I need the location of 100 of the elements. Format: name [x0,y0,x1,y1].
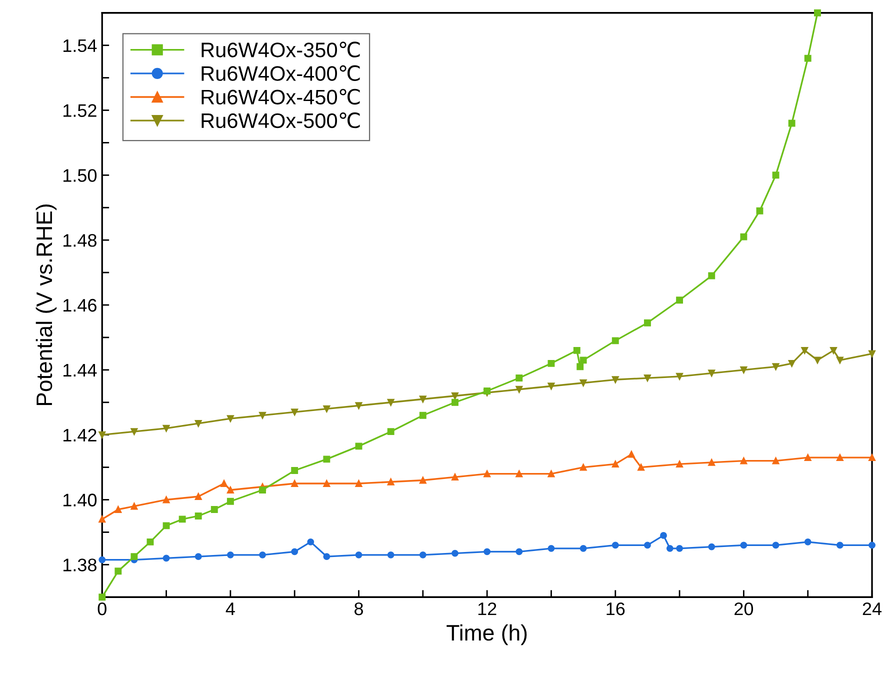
point [162,496,170,504]
point [162,522,170,530]
point [194,553,202,560]
point [98,516,106,523]
point [772,172,780,179]
point [323,480,330,487]
x-tick-label: 12 [478,602,496,616]
y-tick-label: 1.46 [64,298,96,312]
point [291,480,298,487]
point [804,454,812,462]
point [419,476,426,484]
point [226,551,234,558]
point [98,431,106,438]
y-tick-label: 1.50 [64,169,97,182]
point [580,464,587,471]
point [387,551,394,558]
point [708,543,716,550]
point [355,442,362,450]
point [484,388,491,394]
point [548,470,555,478]
point [676,296,684,304]
point [194,512,202,520]
point [660,532,667,539]
y-tick-label: 1.52 [64,104,96,117]
legend-label: Ru6W4Ox-350℃ [202,42,360,58]
point [162,424,170,432]
point [484,548,491,556]
point [548,382,555,390]
point [740,542,748,549]
point [98,556,106,564]
y-axis-title: Potential (V vs.RHE) [36,204,57,406]
y-tick-label: 1.44 [64,364,97,376]
point [323,405,330,412]
point [580,379,587,386]
point [452,550,458,557]
y-tick-label: 1.54 [64,39,97,52]
point [259,486,266,494]
point [291,467,298,474]
point [804,538,812,546]
point [708,370,716,377]
y-tick-label: 1.38 [64,558,96,572]
point [868,542,876,549]
point [788,120,796,127]
point [868,350,876,358]
point [387,428,394,436]
point [291,548,298,556]
point [98,594,106,601]
point [740,233,748,240]
point [452,392,458,400]
point [814,9,821,16]
point [548,544,555,552]
legend-label: Ru6W4Ox-400℃ [202,65,360,82]
legend-label: Ru6W4Ox-450℃ [202,88,360,105]
point [836,356,844,364]
point [573,346,580,354]
point [836,454,844,462]
point [355,402,362,410]
point [801,346,808,354]
point [226,486,234,494]
point [130,553,138,560]
x-tick-label: 16 [606,602,625,616]
point [355,551,362,558]
point [628,450,635,458]
point [419,551,426,558]
point [452,398,458,406]
point [708,458,716,466]
point [419,396,426,403]
point [740,457,748,464]
y-tick-label: 1.42 [64,428,96,442]
point [788,360,796,367]
x-tick-label: 0 [98,602,106,616]
point [114,506,122,513]
point [516,386,523,393]
point [772,542,780,549]
point [580,356,587,364]
point [516,470,523,478]
point [830,346,837,354]
point [516,548,523,556]
point [210,506,218,513]
point [612,542,619,549]
point [419,412,426,419]
point [146,538,154,546]
point [740,366,748,374]
x-axis-title: Time (h) [446,624,527,646]
point [612,376,619,384]
point [612,337,619,344]
point [162,554,170,562]
point [612,460,619,468]
point [484,470,491,478]
point [355,480,362,487]
x-tick-label: 20 [734,602,754,616]
point [226,498,234,505]
point [756,207,764,214]
point [259,551,266,558]
point [194,420,202,427]
point [666,544,674,552]
point [452,474,458,480]
point [868,454,876,462]
point [291,408,298,416]
point [814,356,821,364]
